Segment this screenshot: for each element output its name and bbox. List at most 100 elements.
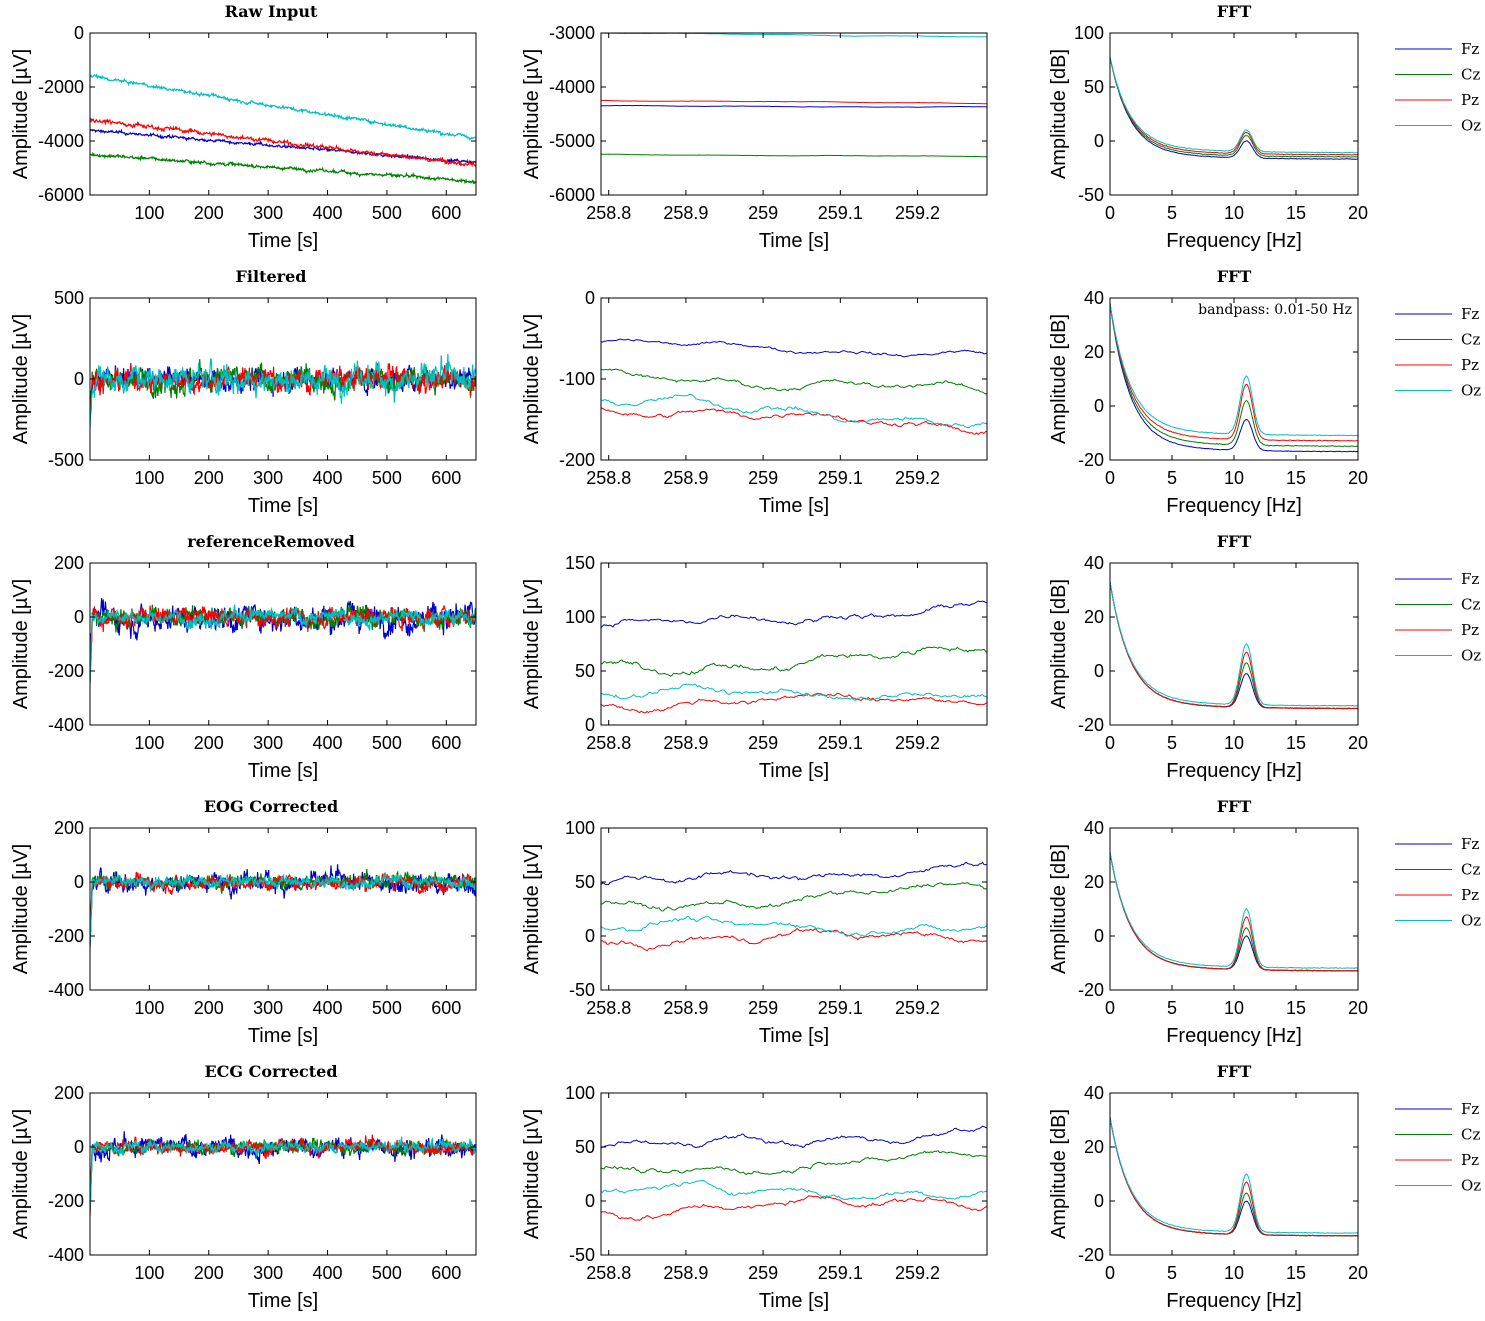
- x-axis-label: Time [s]: [759, 760, 829, 782]
- chart-panel-r1-c1: 258.8 258.9 259 259.1 259.2 0 -100 -200 Time [s]…: [521, 288, 988, 517]
- y-axis-label: Amplitude [µV]: [10, 844, 32, 974]
- series-line-cz: [601, 646, 987, 677]
- chart-title: Filtered: [236, 267, 307, 286]
- y-axis-label: Amplitude [dB]: [1048, 844, 1070, 974]
- series-group: [601, 33, 987, 158]
- x-tick-label: 258.8: [586, 733, 631, 753]
- series-line-cz: [90, 151, 476, 186]
- x-axis-label: Time [s]: [248, 760, 318, 782]
- y-axis-label: Amplitude [µV]: [10, 579, 32, 709]
- y-tick-label: -5000: [549, 131, 595, 151]
- series-line-cz: [601, 153, 987, 158]
- x-tick-label: 258.8: [586, 468, 631, 488]
- x-tick-label: 400: [313, 733, 343, 753]
- series-group: [90, 1131, 476, 1216]
- x-tick-label: 400: [313, 203, 343, 223]
- y-tick-label: -100: [559, 369, 595, 389]
- legend-label-pz: Pz: [1461, 1151, 1479, 1169]
- series-group: [90, 598, 476, 684]
- legend-label-pz: Pz: [1461, 91, 1479, 109]
- y-tick-label: 40: [1084, 1083, 1104, 1103]
- axes-box: [1109, 32, 1359, 196]
- chart-panel-r3-c1: 258.8 258.9 259 259.1 259.2 100 50 0 -50 Time [s]…: [521, 818, 988, 1047]
- legend-label-cz: Cz: [1461, 861, 1480, 879]
- y-tick-label: -20: [1078, 715, 1104, 735]
- y-tick-label: 50: [575, 872, 595, 892]
- x-tick-label: 100: [134, 733, 164, 753]
- x-tick-label: 259.1: [818, 733, 863, 753]
- x-tick-label: 600: [431, 998, 461, 1018]
- x-tick-label: 259.2: [895, 733, 940, 753]
- x-axis-label: Frequency [Hz]: [1166, 230, 1302, 252]
- x-tick-label: 259.2: [895, 203, 940, 223]
- y-tick-label: -4000: [38, 131, 84, 151]
- x-tick-label: 259.1: [818, 203, 863, 223]
- chart-title: ECG Corrected: [204, 1062, 337, 1081]
- y-tick-label: -6000: [549, 185, 595, 205]
- y-tick-label: 0: [74, 872, 84, 892]
- y-tick-label: 20: [1084, 342, 1104, 362]
- y-tick-label: 0: [1094, 661, 1104, 681]
- y-tick-label: -200: [48, 1191, 84, 1211]
- x-tick-label: 20: [1348, 1263, 1368, 1283]
- series-line-oz: [601, 915, 987, 937]
- x-tick-label: 259: [748, 1263, 778, 1283]
- y-tick-label: 150: [565, 553, 595, 573]
- chart-panel-r0-c1: 258.8 258.9 259 259.1 259.2 -3000 -4000 -5000 -6…: [521, 23, 988, 252]
- series-line-fz: [601, 104, 987, 108]
- x-axis-label: Frequency [Hz]: [1166, 760, 1302, 782]
- x-tick-label: 100: [134, 468, 164, 488]
- x-tick-label: 200: [194, 468, 224, 488]
- y-tick-label: -4000: [549, 77, 595, 97]
- axes-box: [89, 32, 477, 196]
- x-tick-label: 300: [253, 733, 283, 753]
- x-tick-label: 258.8: [586, 998, 631, 1018]
- series-line-oz: [90, 73, 476, 141]
- legend-label-cz: Cz: [1461, 66, 1480, 84]
- series-line-pz: [601, 927, 987, 952]
- y-tick-label: -400: [48, 715, 84, 735]
- y-axis-label: Amplitude [dB]: [1048, 49, 1070, 179]
- x-tick-label: 300: [253, 1263, 283, 1283]
- series-line-pz: [601, 692, 987, 714]
- y-tick-label: -50: [569, 980, 595, 1000]
- y-tick-label: 200: [54, 1083, 84, 1103]
- series-line-cz: [1110, 56, 1358, 158]
- y-tick-label: -200: [48, 661, 84, 681]
- series-group: [1110, 56, 1358, 160]
- axes-box: [600, 827, 988, 991]
- x-tick-label: 200: [194, 733, 224, 753]
- axes-box: [89, 827, 477, 991]
- chart-title: FFT: [1217, 267, 1252, 286]
- x-tick-label: 500: [372, 733, 402, 753]
- x-tick-label: 10: [1224, 468, 1244, 488]
- x-tick-label: 200: [194, 998, 224, 1018]
- x-tick-label: 258.9: [663, 468, 708, 488]
- series-line-pz: [601, 407, 987, 436]
- y-tick-label: 20: [1084, 607, 1104, 627]
- y-tick-label: 0: [1094, 131, 1104, 151]
- series-line-cz: [1110, 1117, 1358, 1237]
- chart-title: Raw Input: [225, 2, 318, 21]
- x-tick-label: 259.2: [895, 1263, 940, 1283]
- y-axis-label: Amplitude [dB]: [1048, 1109, 1070, 1239]
- x-tick-label: 15: [1286, 733, 1306, 753]
- x-tick-label: 10: [1224, 733, 1244, 753]
- x-tick-label: 0: [1105, 1263, 1115, 1283]
- series-group: [1110, 852, 1358, 972]
- x-tick-label: 200: [194, 203, 224, 223]
- x-tick-label: 258.8: [586, 203, 631, 223]
- y-tick-label: -400: [48, 1245, 84, 1265]
- x-tick-label: 5: [1167, 203, 1177, 223]
- x-tick-label: 10: [1224, 1263, 1244, 1283]
- series-line-fz: [1110, 303, 1358, 453]
- y-axis-label: Amplitude [µV]: [10, 314, 32, 444]
- y-tick-label: -200: [48, 926, 84, 946]
- legend-label-pz: Pz: [1461, 356, 1479, 374]
- legend: Fz Cz Pz Oz: [1395, 835, 1481, 930]
- y-axis-label: Amplitude [µV]: [10, 1109, 32, 1239]
- x-tick-label: 20: [1348, 998, 1368, 1018]
